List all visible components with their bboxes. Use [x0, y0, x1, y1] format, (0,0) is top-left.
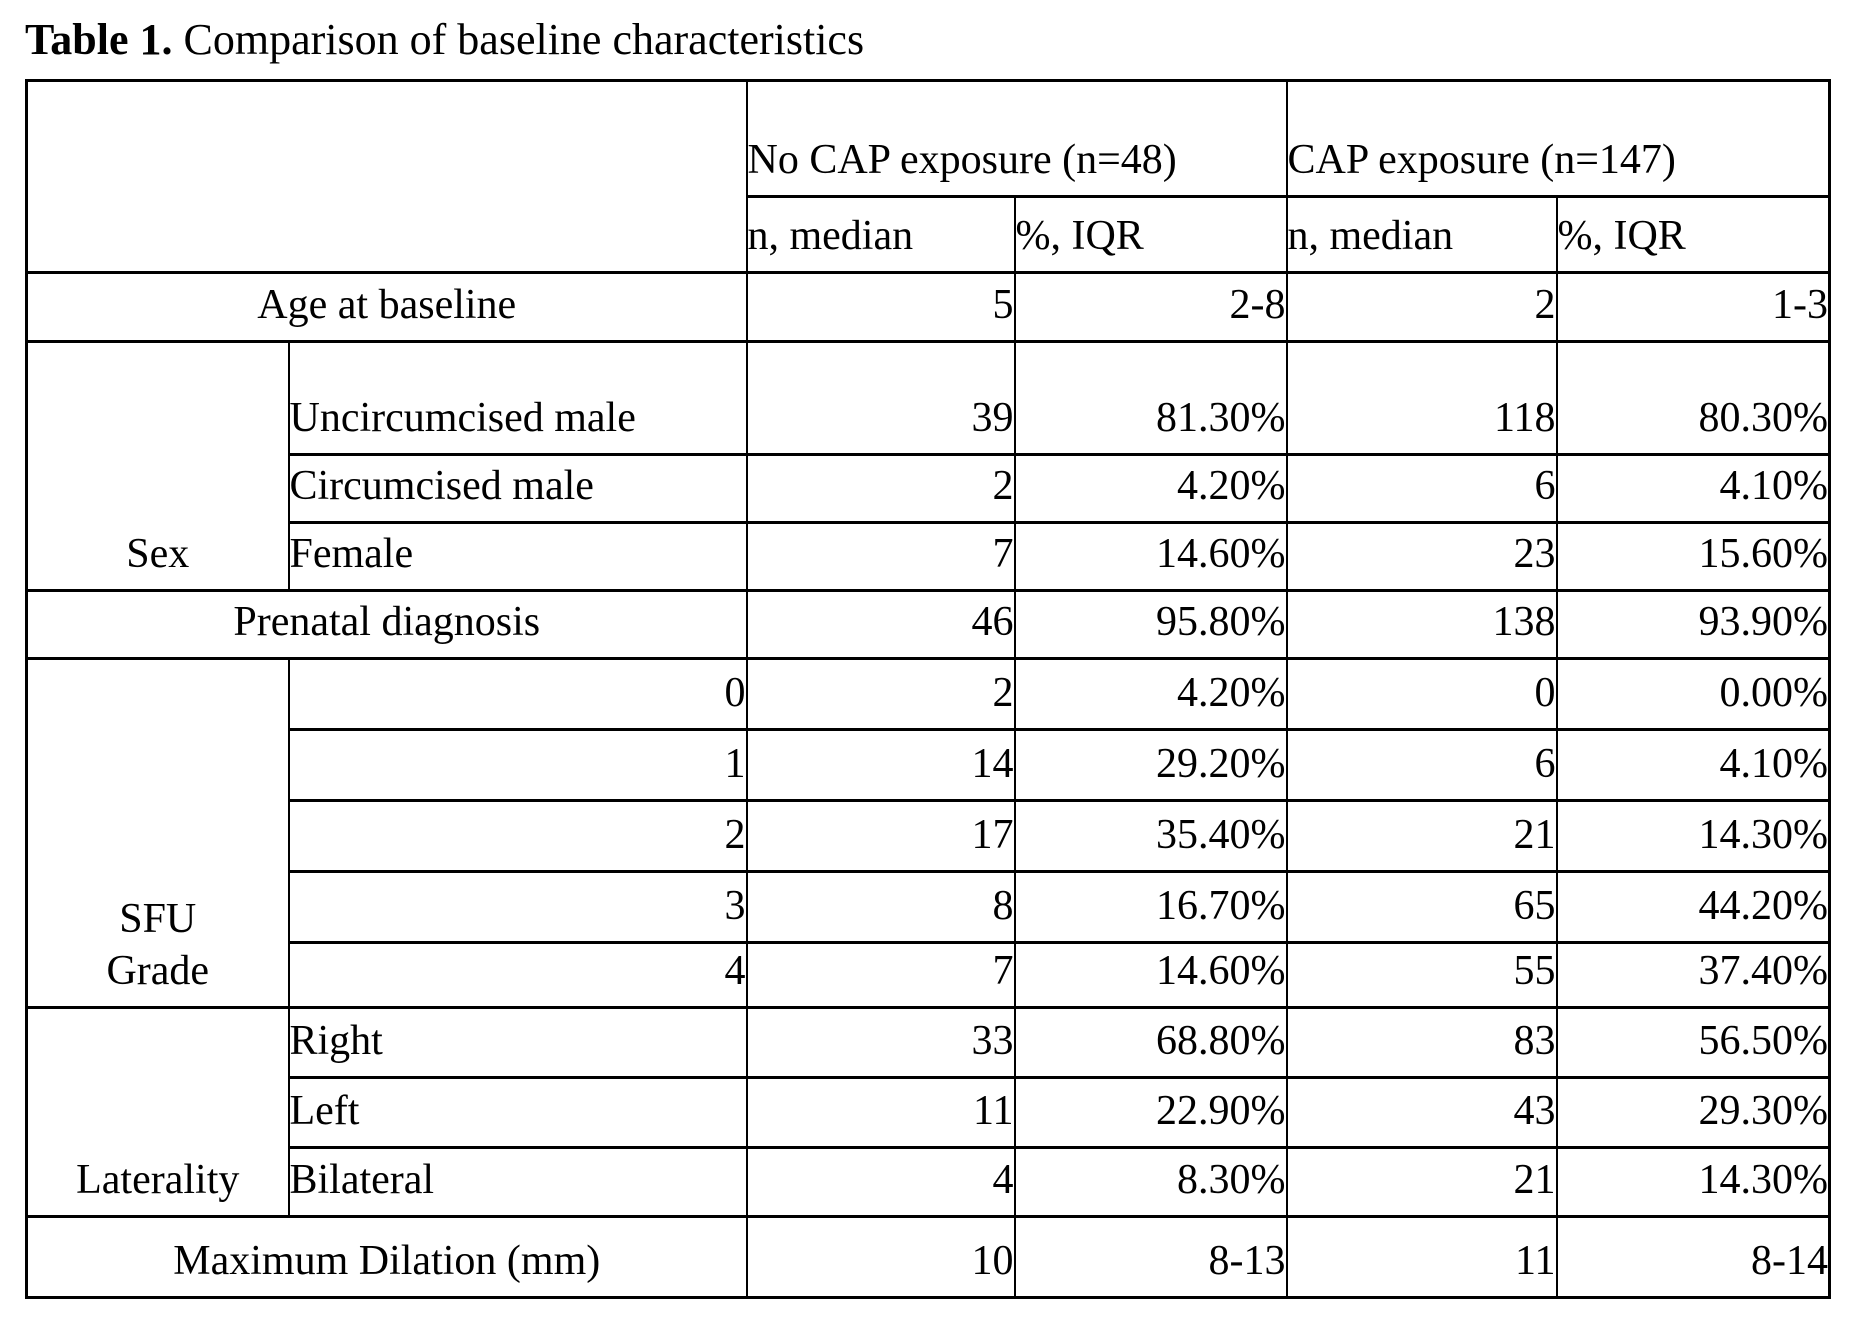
value-cell: 44.20% — [1555, 870, 1831, 944]
table-caption-number: Table 1. — [25, 15, 173, 64]
value-cell: 14.60% — [1013, 521, 1288, 592]
value-cell: 14 — [745, 728, 1016, 802]
row-label-bilateral: Bilateral — [287, 1146, 748, 1218]
value-cell: 8-14 — [1555, 1215, 1831, 1299]
value-cell: 43 — [1285, 1076, 1558, 1149]
value-cell: 93.90% — [1555, 589, 1831, 660]
value-cell: 55 — [1285, 941, 1558, 1009]
subheader-n-median-cap: n, median — [1285, 195, 1558, 274]
value-cell: 4.10% — [1555, 728, 1831, 802]
value-cell: 1-3 — [1555, 271, 1831, 343]
value-cell: 6 — [1285, 453, 1558, 524]
table-caption-text: Comparison of baseline characteristics — [172, 15, 865, 64]
value-cell: 83 — [1285, 1006, 1558, 1079]
value-cell: 11 — [745, 1076, 1016, 1149]
value-cell: 0.00% — [1555, 657, 1831, 731]
group-label-laterality: Laterality — [25, 1006, 290, 1218]
value-cell: 65 — [1285, 870, 1558, 944]
group-label-sfu-grade-text: SFU Grade — [106, 896, 210, 994]
value-cell: 22.90% — [1013, 1076, 1288, 1149]
row-label-uncircumcised-male-text: Uncircumcised male — [289, 395, 636, 441]
row-label-age-at-baseline: Age at baseline — [25, 271, 748, 343]
row-label-right: Right — [287, 1006, 748, 1079]
row-label-maximum-dilation: Maximum Dilation (mm) — [25, 1215, 748, 1299]
value-cell: 95.80% — [1013, 589, 1288, 660]
value-cell: 4.20% — [1013, 657, 1288, 731]
value-cell: 8 — [745, 870, 1016, 944]
value-cell: 2 — [745, 453, 1016, 524]
group-header-no-cap: No CAP exposure (n=48) — [745, 79, 1288, 198]
value-cell: 138 — [1285, 589, 1558, 660]
value-cell: 0 — [1285, 657, 1558, 731]
table-caption: Table 1. Comparison of baseline characte… — [25, 16, 1859, 64]
group-header-no-cap-label: No CAP exposure (n=48) — [747, 137, 1177, 183]
subheader-n-median-nocap: n, median — [745, 195, 1016, 274]
value-cell: 7 — [745, 521, 1016, 592]
value-cell: 7 — [745, 941, 1016, 1009]
value-cell: 8.30% — [1013, 1146, 1288, 1218]
value-cell: 33 — [745, 1006, 1016, 1079]
row-label-circumcised-male: Circumcised male — [287, 453, 748, 524]
empty-header-cell — [25, 79, 748, 274]
value-cell: 80.30% — [1555, 340, 1831, 456]
value-cell: 118 — [1285, 340, 1558, 456]
value-cell: 46 — [745, 589, 1016, 660]
value-cell: 14.30% — [1555, 799, 1831, 873]
value-cell: 81.30% — [1013, 340, 1288, 456]
group-header-cap-label: CAP exposure (n=147) — [1287, 137, 1676, 183]
subheader-pct-iqr-cap: %, IQR — [1555, 195, 1831, 274]
row-label-sfu-4: 4 — [287, 941, 748, 1009]
value-cell: 29.20% — [1013, 728, 1288, 802]
value-cell: 14.30% — [1555, 1146, 1831, 1218]
row-label-sfu-3: 3 — [287, 870, 748, 944]
value-cell: 8-13 — [1013, 1215, 1288, 1299]
value-cell: 16.70% — [1013, 870, 1288, 944]
row-label-female: Female — [287, 521, 748, 592]
baseline-characteristics-table: No CAP exposure (n=48) CAP exposure (n=1… — [25, 79, 1832, 1299]
row-label-uncircumcised-male: Uncircumcised male — [287, 340, 748, 456]
value-cell: 2 — [1285, 271, 1558, 343]
value-cell: 6 — [1285, 728, 1558, 802]
value-cell: 39 — [745, 340, 1016, 456]
group-label-sfu-grade: SFU Grade — [25, 657, 290, 1009]
value-cell: 23 — [1285, 521, 1558, 592]
value-cell: 68.80% — [1013, 1006, 1288, 1079]
value-cell: 56.50% — [1555, 1006, 1831, 1079]
value-cell: 21 — [1285, 1146, 1558, 1218]
row-label-sfu-0: 0 — [287, 657, 748, 731]
row-label-left: Left — [287, 1076, 748, 1149]
value-cell: 5 — [745, 271, 1016, 343]
value-cell: 17 — [745, 799, 1016, 873]
value-cell: 2-8 — [1013, 271, 1288, 343]
value-cell: 21 — [1285, 799, 1558, 873]
row-label-sfu-1: 1 — [287, 728, 748, 802]
value-cell: 15.60% — [1555, 521, 1831, 592]
group-label-sex: Sex — [25, 340, 290, 592]
value-cell: 35.40% — [1013, 799, 1288, 873]
value-cell: 29.30% — [1555, 1076, 1831, 1149]
value-cell: 4 — [745, 1146, 1016, 1218]
value-cell: 10 — [745, 1215, 1016, 1299]
value-cell: 11 — [1285, 1215, 1558, 1299]
value-cell: 14.60% — [1013, 941, 1288, 1009]
value-cell: 4.20% — [1013, 453, 1288, 524]
value-cell: 37.40% — [1555, 941, 1831, 1009]
value-cell: 4.10% — [1555, 453, 1831, 524]
subheader-pct-iqr-nocap: %, IQR — [1013, 195, 1288, 274]
row-label-prenatal-diagnosis: Prenatal diagnosis — [25, 589, 748, 660]
row-label-sfu-2: 2 — [287, 799, 748, 873]
value-cell: 2 — [745, 657, 1016, 731]
group-header-cap: CAP exposure (n=147) — [1285, 79, 1831, 198]
